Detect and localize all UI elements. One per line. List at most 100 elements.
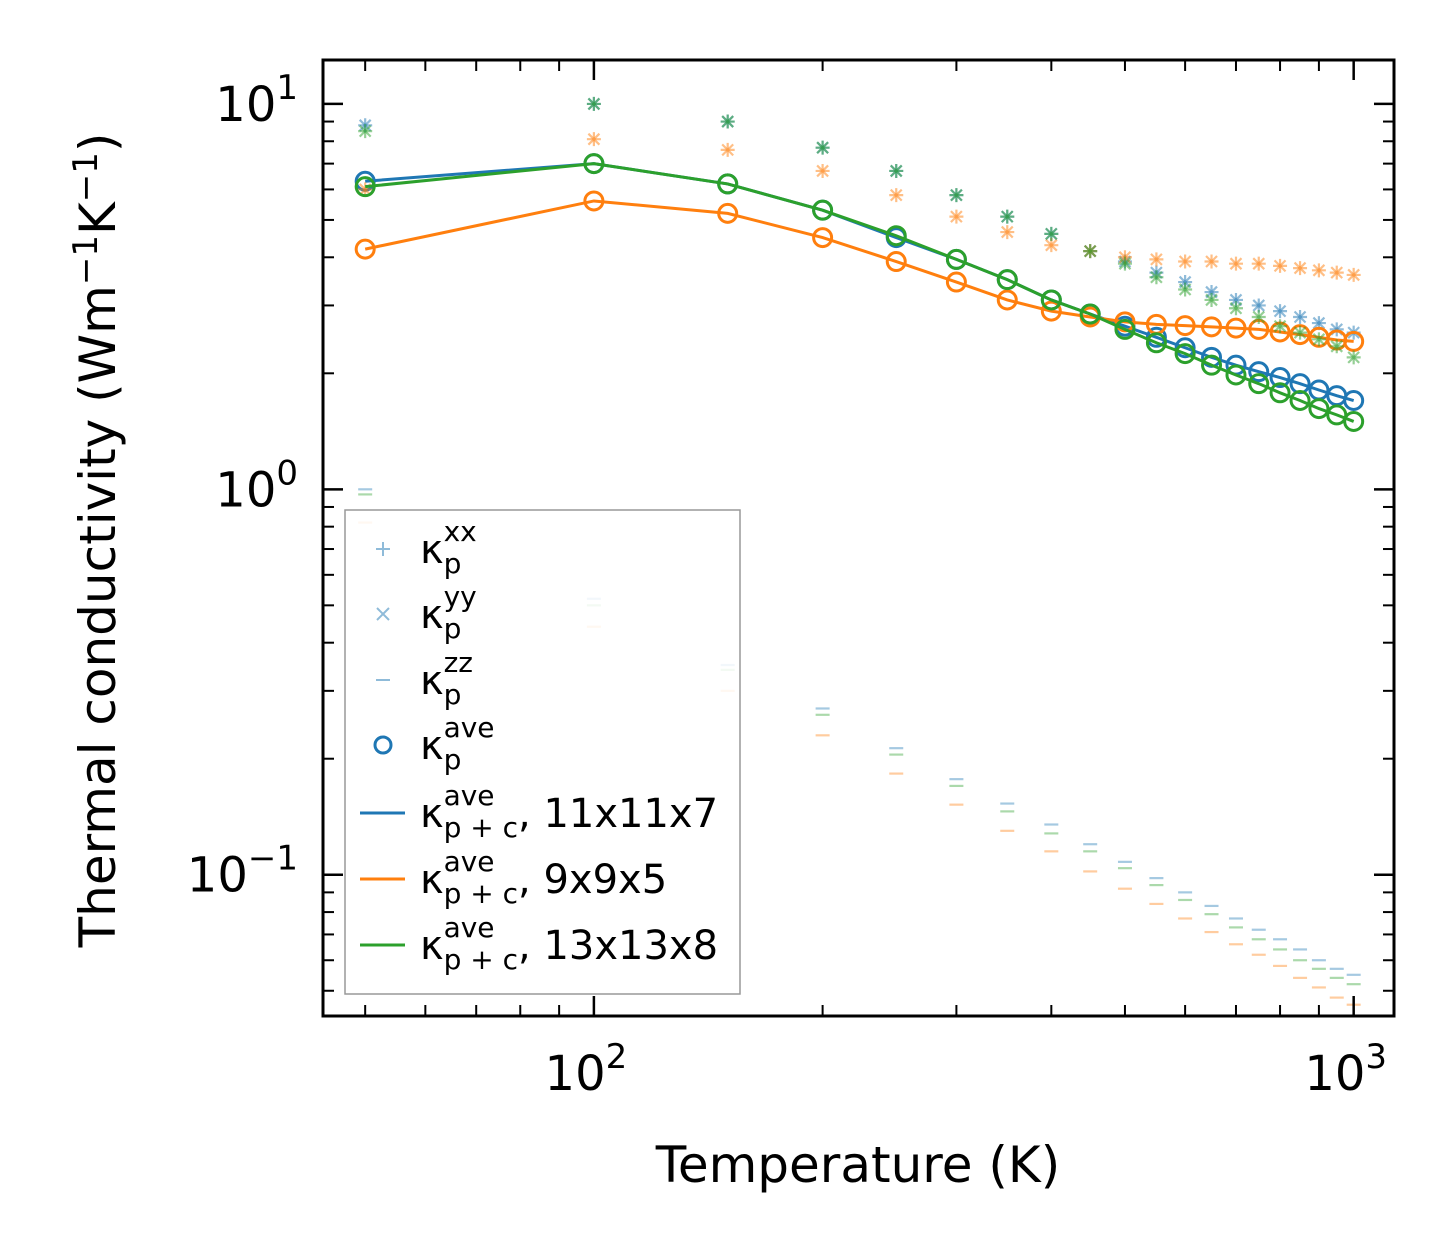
legend-entry: κpzz: [376, 646, 473, 711]
kyy-point: [1178, 255, 1192, 268]
kave-p-point: [1201, 316, 1223, 338]
kave-p-point: [996, 269, 1018, 291]
y-axis-label-close: ): [69, 133, 127, 153]
kave-p-point: [1225, 317, 1247, 339]
legend-entry: κpave: [373, 711, 495, 776]
kave-p-point: [1308, 398, 1330, 420]
kyy-point: [1045, 238, 1058, 252]
legend-symbol: κ: [420, 592, 444, 638]
kave-p-point: [945, 271, 967, 293]
legend-suffix: , 13x13x8: [518, 923, 718, 969]
kyy-point: [1273, 259, 1287, 273]
kave-p-point: [1145, 332, 1167, 354]
kyy-point: [1000, 225, 1014, 239]
kave-p-point: [1040, 300, 1062, 322]
y-axis-label-mid: K: [69, 201, 127, 235]
kave-pc-line: [364, 199, 1354, 343]
kyy-point: [889, 188, 903, 202]
kave-p-point: [1114, 318, 1136, 340]
legend-superscript: xx: [444, 515, 477, 548]
y-tick-label-base: 10: [187, 848, 248, 904]
kyy-point: [1330, 340, 1344, 353]
kave-p-point: [1174, 337, 1196, 359]
kave-p-point: [1174, 315, 1196, 337]
kave-p-point: [1269, 367, 1291, 389]
kyy-point: [721, 115, 734, 128]
y-axis-label-main: Thermal conductivity (Wm: [69, 285, 127, 948]
kyy-point: [1083, 244, 1097, 258]
legend-subscript: p + c: [444, 877, 518, 910]
kave-p-point: [812, 199, 834, 221]
legend-label: κp + cave , 13x13x8: [420, 911, 718, 976]
kyy-point: [1293, 326, 1307, 339]
kave-p-point: [354, 176, 376, 198]
legend-superscript: zz: [444, 646, 473, 679]
kave-p-point: [1079, 303, 1101, 325]
kyy-point: [1252, 310, 1266, 324]
legend-superscript: ave: [444, 845, 495, 878]
series-13x13x8: [354, 96, 1365, 986]
legend-label: κpzz: [420, 646, 473, 711]
kave-p-point: [583, 190, 605, 212]
y-tick-label-base: 10: [215, 462, 276, 518]
x-tick-label-base: 10: [545, 1046, 606, 1102]
kave-p-point: [1174, 343, 1196, 365]
kave-p-point: [583, 153, 605, 175]
kyy-point: [1150, 270, 1163, 284]
legend-symbol: κ: [420, 791, 444, 837]
kave-p-point: [1343, 410, 1365, 432]
legend-superscript: ave: [444, 779, 495, 812]
y-axis-label-exp1: −1: [66, 235, 106, 285]
x-tick-label: 103: [1304, 1037, 1387, 1102]
kyy-point: [358, 124, 372, 138]
x-tick-label-base: 10: [1304, 1046, 1365, 1102]
kyy-point: [1312, 316, 1326, 330]
legend-label: κp + cave , 9x9x5: [420, 845, 667, 910]
kyy-point: [1252, 257, 1266, 270]
legend-symbol: κ: [420, 923, 444, 969]
y-tick-label-base: 10: [215, 77, 276, 133]
kave-p-point: [1201, 354, 1223, 376]
legend-label: κp + cave , 11x11x7: [420, 779, 718, 844]
kyy-point: [950, 188, 963, 202]
kyy-point: [816, 141, 829, 154]
kyy-point: [1252, 299, 1266, 312]
y-tick-label: 10−1: [187, 839, 298, 904]
kave-p-point: [996, 289, 1018, 311]
y-tick-label-exponent: 1: [276, 68, 298, 108]
kave-p-point: [812, 227, 834, 249]
y-tick-label: 100: [215, 453, 298, 518]
legend-label: κpxx: [420, 515, 477, 580]
kave-p-point: [717, 173, 739, 195]
y-tick-label: 101: [215, 68, 298, 133]
legend-label: κpave: [420, 711, 495, 776]
kyy-point: [587, 132, 601, 146]
kave-p-point: [885, 225, 907, 247]
kave-p-point: [1145, 326, 1167, 348]
kyy-point: [1273, 319, 1287, 333]
kyy-point: [1293, 261, 1307, 275]
kyy-point: [1118, 257, 1132, 270]
legend-suffix: , 9x9x5: [518, 857, 667, 903]
kyy-point: [1178, 283, 1192, 296]
legend-subscript: p + c: [444, 943, 518, 976]
kyy-point: [1229, 301, 1243, 315]
kyy-point: [1150, 253, 1163, 266]
kyy-point: [587, 97, 601, 111]
y-tick-label-exponent: −1: [248, 839, 298, 879]
legend-superscript: ave: [444, 911, 495, 944]
legend-symbol: κ: [420, 658, 444, 704]
legend-frame: [344, 509, 741, 995]
kyy-point: [1229, 257, 1243, 270]
kyy-point: [1205, 293, 1218, 307]
legend-subscript: p: [444, 612, 462, 645]
legend-subscript: p: [444, 547, 462, 580]
kave-p-point: [1343, 390, 1365, 412]
kave-p-point: [1248, 361, 1270, 383]
kyy-point: [889, 164, 903, 178]
kave-p-point: [945, 248, 967, 270]
plot-frame: [321, 58, 1396, 1018]
kyy-point: [1205, 255, 1218, 268]
